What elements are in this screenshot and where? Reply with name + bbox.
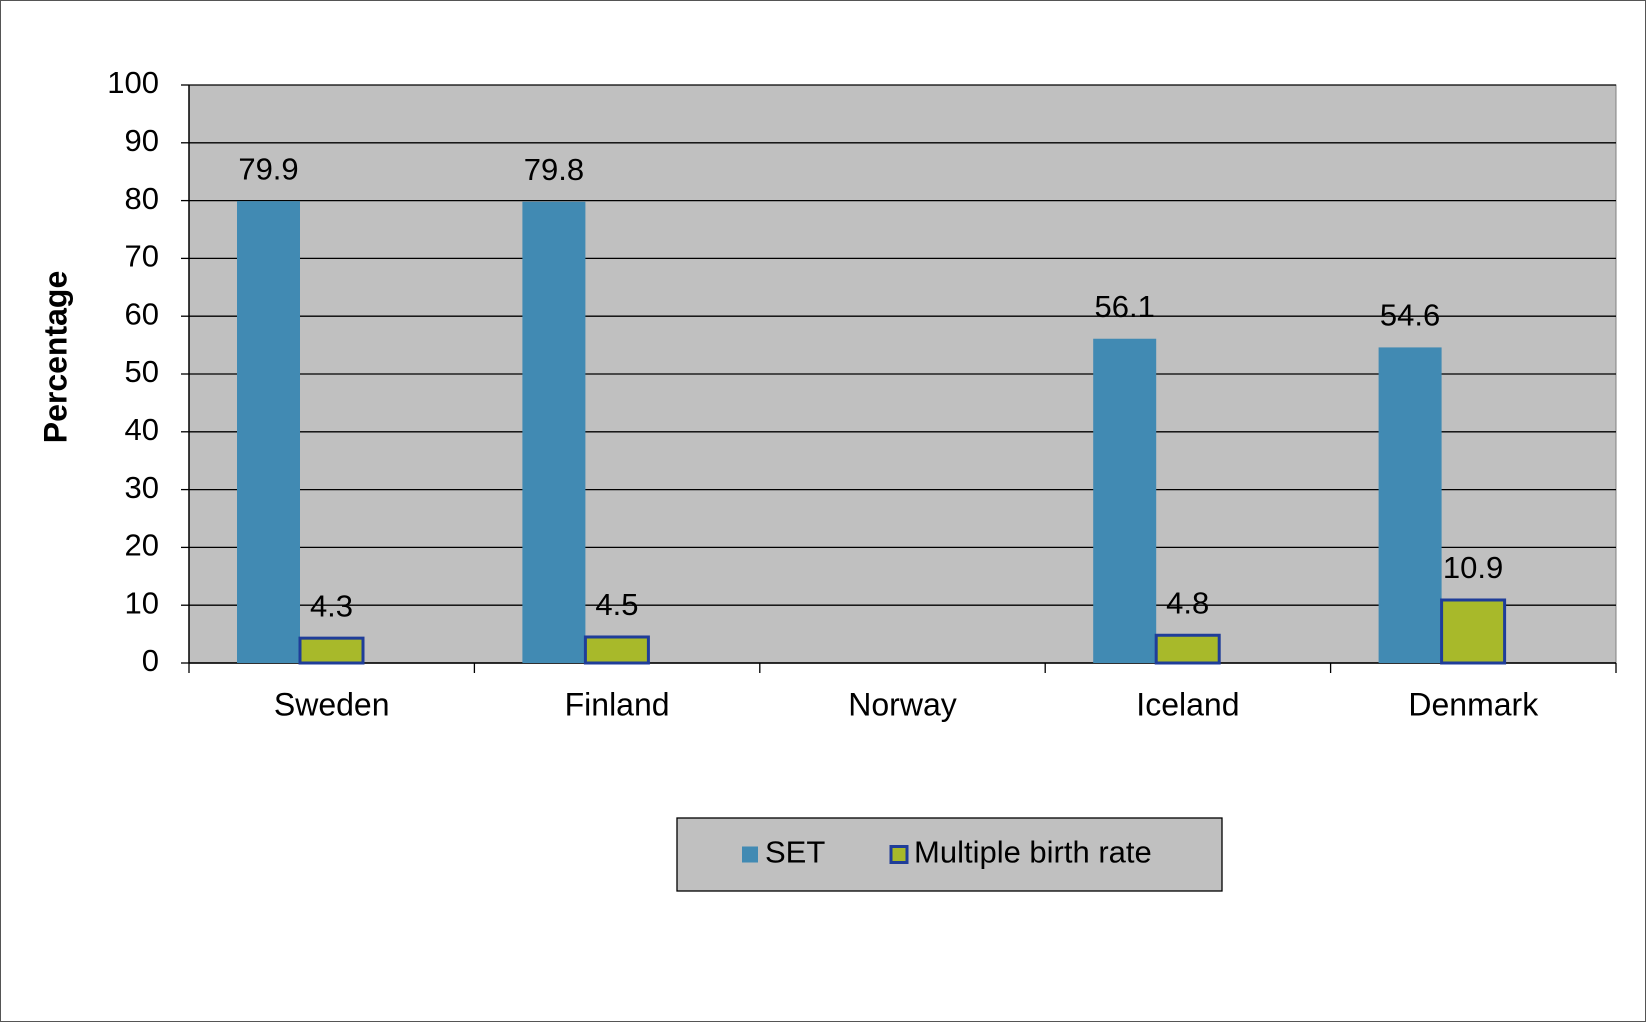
x-tick-label: Sweden <box>274 686 390 722</box>
value-label: 54.6 <box>1380 298 1440 333</box>
y-tick-label: 70 <box>125 239 159 274</box>
y-tick-label: 10 <box>125 585 159 620</box>
y-tick-label: 60 <box>125 296 159 331</box>
value-label: 4.3 <box>310 588 353 623</box>
x-tick-label: Iceland <box>1136 686 1239 722</box>
value-label: 4.8 <box>1166 585 1209 620</box>
y-tick-label: 80 <box>125 181 159 216</box>
value-label: 79.8 <box>524 152 584 187</box>
value-label: 10.9 <box>1443 550 1503 585</box>
y-tick-label: 30 <box>125 470 159 505</box>
bar <box>1440 598 1507 665</box>
legend-label: Multiple birth rate <box>914 835 1152 870</box>
bar <box>1093 338 1157 663</box>
y-tick-label: 20 <box>125 528 159 563</box>
legend-box <box>676 817 1223 892</box>
bar <box>1378 347 1442 663</box>
x-tick-label: Finland <box>565 686 670 722</box>
y-tick-label: 0 <box>142 643 159 678</box>
y-tick-label: 100 <box>107 65 159 100</box>
legend-swatch <box>742 846 758 863</box>
y-tick-label: 40 <box>125 412 159 447</box>
y-axis-label: Percentage <box>37 271 73 444</box>
legend-label: SET <box>765 835 825 870</box>
x-tick-label: Norway <box>848 686 956 722</box>
value-label: 4.5 <box>595 587 638 622</box>
value-label: 79.9 <box>238 151 298 186</box>
bar <box>522 201 586 664</box>
bar <box>583 635 650 665</box>
bar <box>237 201 300 664</box>
bar <box>1154 633 1221 665</box>
y-tick-label: 50 <box>125 354 159 389</box>
value-label: 56.1 <box>1095 289 1155 324</box>
bar <box>298 636 365 665</box>
x-tick-label: Denmark <box>1408 686 1539 722</box>
y-tick-label: 90 <box>125 123 159 158</box>
legend-swatch <box>889 845 909 864</box>
